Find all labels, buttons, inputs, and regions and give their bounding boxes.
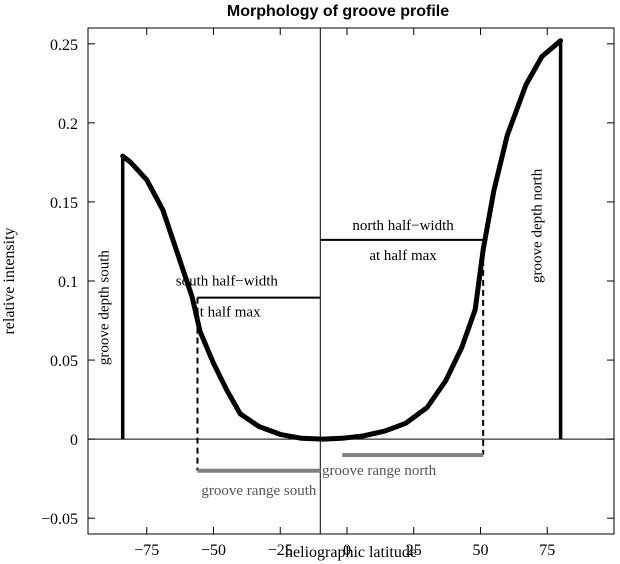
x-tick-label: 0 (343, 542, 351, 559)
y-tick-label: 0 (70, 432, 78, 449)
groove-depth-north-label: groove depth north (530, 168, 546, 283)
x-tick-label: −50 (201, 542, 226, 559)
y-tick-label: 0.1 (58, 274, 78, 291)
y-tick-label: 0.2 (58, 116, 78, 133)
x-tick-label: −25 (268, 542, 293, 559)
groove-range-south-label: groove range south (201, 483, 316, 499)
south-half-width-label: south half−width (176, 274, 279, 290)
y-tick-label: 0.05 (50, 353, 78, 370)
chart-title: Morphology of groove profile (227, 3, 449, 20)
groove-depth-south-label: groove depth south (97, 250, 113, 365)
north-half-width-label-2: at half max (369, 248, 437, 264)
ticks-layer: −75 −50 −25 0 25 50 75 −0.05 0 0.05 0.1 0.15 0.2 0.25 (41, 28, 614, 559)
x-axis-label: heliographic latitude (285, 544, 417, 561)
y-tick-label: −0.05 (41, 511, 78, 528)
y-tick-label: 0.15 (50, 195, 78, 212)
x-tick-label: 75 (539, 542, 555, 559)
series-layer (120, 38, 564, 442)
x-tick-label: 50 (472, 542, 488, 559)
annotation-layer (120, 40, 563, 473)
y-axis-label: relative intensity (1, 227, 18, 334)
north-half-width-label: north half−width (352, 218, 454, 234)
y-tick-label: 0.25 (50, 37, 78, 54)
groove-range-north-label: groove range north (322, 463, 437, 479)
annotation-label-layer: south half−width at half max north half−wi… (97, 168, 546, 498)
south-half-width-label-2: at half max (193, 305, 261, 321)
x-tick-label: 25 (406, 542, 422, 559)
groove-profile-series-line (120, 38, 564, 442)
x-tick-label: −75 (134, 542, 159, 559)
